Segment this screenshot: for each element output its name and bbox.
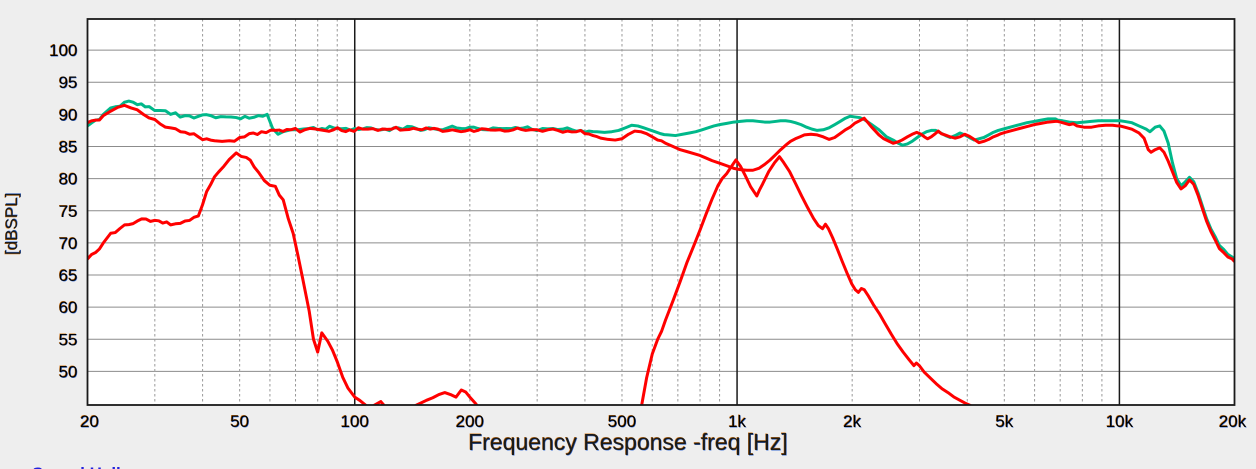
svg-text:55: 55 — [59, 330, 78, 349]
svg-text:75: 75 — [59, 202, 78, 221]
svg-text:80: 80 — [59, 170, 78, 189]
svg-text:85: 85 — [59, 137, 78, 156]
svg-text:70: 70 — [59, 234, 78, 253]
svg-text:90: 90 — [59, 105, 78, 124]
svg-text:100: 100 — [49, 41, 77, 60]
svg-text:65: 65 — [59, 266, 78, 285]
svg-text:95: 95 — [59, 73, 78, 92]
svg-text:60: 60 — [59, 298, 78, 317]
svg-text:50: 50 — [59, 362, 78, 381]
